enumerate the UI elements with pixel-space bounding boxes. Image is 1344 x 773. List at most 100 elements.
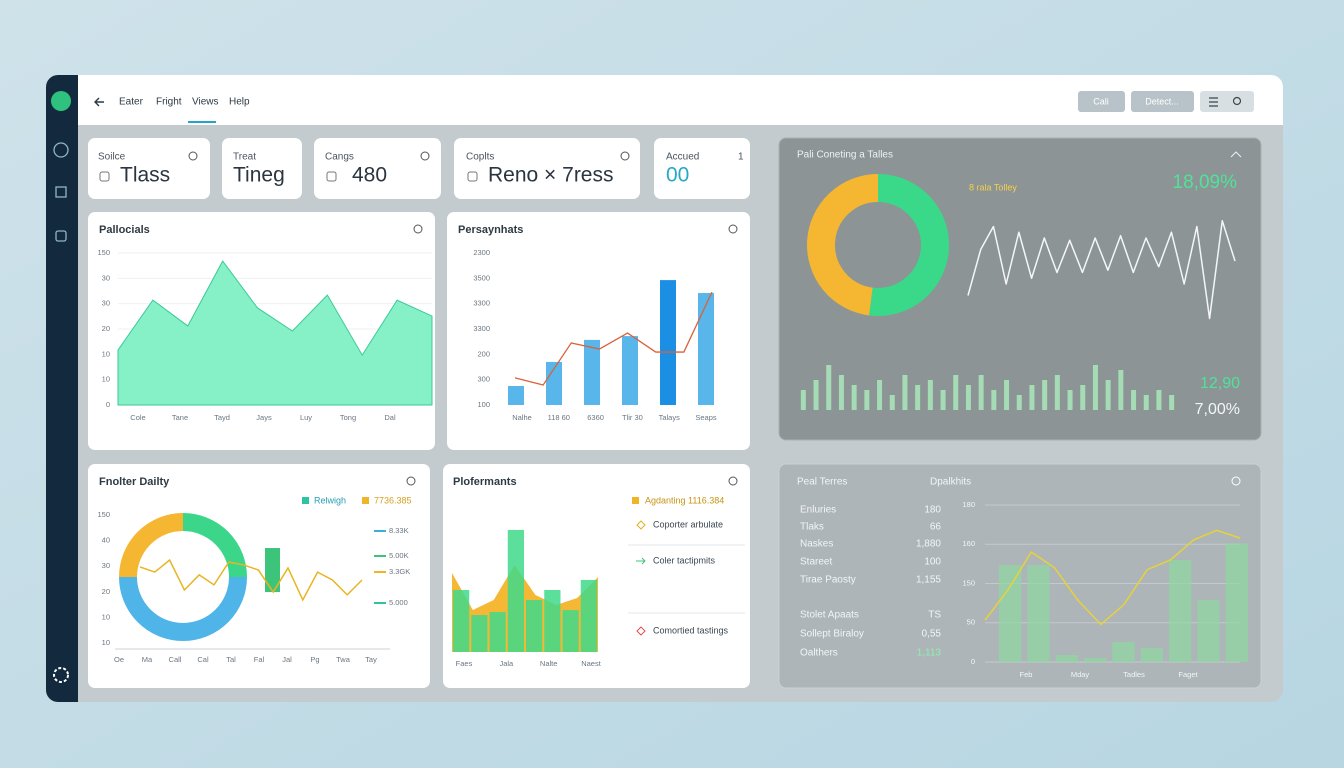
bar xyxy=(877,380,883,410)
legend-swatch xyxy=(362,497,369,504)
panel-title: Pali Coneting a Talles xyxy=(797,150,893,161)
row-value: 66 xyxy=(930,522,942,533)
bar xyxy=(1067,390,1073,410)
bar xyxy=(660,280,676,405)
back-icon[interactable] xyxy=(94,97,104,107)
x-tick-label: Nalte xyxy=(540,659,558,668)
y-tick-label: 30 xyxy=(102,299,110,308)
bar xyxy=(1027,565,1050,662)
bar xyxy=(927,380,933,410)
row-label: Tlaks xyxy=(800,522,824,533)
y-tick-label: 10 xyxy=(102,638,110,647)
logo[interactable] xyxy=(51,91,71,111)
bar xyxy=(965,385,971,410)
legend-swatch xyxy=(302,497,309,504)
x-tick-label: Feb xyxy=(1020,670,1033,679)
big-value: 18,09% xyxy=(1173,172,1238,193)
y-tick-label: 20 xyxy=(102,587,110,596)
stat-icon xyxy=(326,171,337,182)
line xyxy=(967,220,1236,320)
bar xyxy=(489,612,506,652)
legend-swatch xyxy=(632,497,639,504)
info-icon[interactable] xyxy=(620,151,630,161)
row-label: Tirae Paosty xyxy=(800,575,856,586)
bar xyxy=(1197,600,1220,662)
stat-label: Treat xyxy=(233,152,256,163)
nav-item[interactable]: Eater xyxy=(119,97,144,108)
stat-card xyxy=(222,138,302,199)
collapse-icon[interactable] xyxy=(1230,151,1242,158)
row-label: Stareet xyxy=(800,557,832,568)
x-tick-label: Tayd xyxy=(214,413,230,422)
bar xyxy=(562,610,579,652)
bar xyxy=(1004,380,1010,410)
row-value: 0,55 xyxy=(922,629,942,640)
nav-item[interactable]: Help xyxy=(229,97,250,108)
side-icon[interactable] xyxy=(55,186,67,198)
button[interactable] xyxy=(1078,91,1125,112)
nav-item[interactable]: Views xyxy=(192,97,219,108)
panel-title: Persaynhats xyxy=(458,224,523,236)
y-tick-label: 180 xyxy=(962,500,975,509)
row-value: 1,155 xyxy=(916,575,941,586)
stat-icon xyxy=(467,171,478,182)
x-tick-label: Twa xyxy=(336,655,351,664)
bar xyxy=(1042,380,1048,410)
side-icon[interactable] xyxy=(53,142,69,158)
y-tick-label: 30 xyxy=(102,561,110,570)
item-icon xyxy=(636,626,646,636)
bar xyxy=(698,293,714,405)
row-label: Oalthers xyxy=(800,648,838,659)
info-icon[interactable] xyxy=(188,151,198,161)
bar xyxy=(953,375,959,410)
item-icon xyxy=(636,520,646,530)
bar xyxy=(1055,655,1078,662)
donut-segment xyxy=(119,513,184,578)
search-icon[interactable] xyxy=(1232,96,1242,106)
bar xyxy=(1084,657,1107,662)
y-tick-label: 10 xyxy=(102,375,110,384)
y-tick-label: 30 xyxy=(102,273,110,282)
y-tick-label: 200 xyxy=(477,349,490,358)
info-icon[interactable] xyxy=(420,151,430,161)
x-tick-label: Jala xyxy=(499,659,514,668)
row-value: 180 xyxy=(924,505,941,516)
stat-badge: 1 xyxy=(738,152,744,163)
bar xyxy=(584,339,600,405)
side-icon[interactable] xyxy=(55,230,67,242)
refresh-icon[interactable] xyxy=(728,476,738,486)
settings-icon[interactable] xyxy=(53,667,69,683)
stat-card xyxy=(454,138,640,199)
y-tick-label: 3500 xyxy=(473,273,490,282)
bar xyxy=(1112,641,1135,662)
x-tick-label: Oe xyxy=(114,655,124,664)
refresh-icon[interactable] xyxy=(728,224,738,234)
menu-icon[interactable] xyxy=(1209,97,1218,107)
button-group[interactable] xyxy=(1200,91,1254,112)
row-label: Stolet Apaats xyxy=(800,610,859,621)
y-tick-label: 150 xyxy=(962,578,975,587)
area xyxy=(117,260,433,406)
x-tick-label: Mday xyxy=(1071,670,1090,679)
refresh-icon[interactable] xyxy=(1231,476,1241,486)
refresh-icon[interactable] xyxy=(413,224,423,234)
y-tick-label: 150 xyxy=(97,510,110,519)
x-tick-label: Tlir 30 xyxy=(622,413,643,422)
x-tick-label: Tane xyxy=(172,413,188,422)
donut-segment xyxy=(182,513,247,578)
bar xyxy=(1029,385,1035,410)
bar xyxy=(1169,559,1192,662)
bar xyxy=(1105,380,1111,410)
legend-label: 7736.385 xyxy=(374,495,412,505)
refresh-icon[interactable] xyxy=(406,476,416,486)
bar xyxy=(580,579,597,652)
button[interactable] xyxy=(1131,91,1194,112)
y-tick-label: 100 xyxy=(477,400,490,409)
stat-icon xyxy=(99,171,110,182)
bar xyxy=(1080,385,1086,410)
nav-item[interactable]: Fright xyxy=(156,97,182,108)
x-tick-label: Tal xyxy=(226,655,236,664)
donut-segment xyxy=(119,576,247,641)
row-label: Sollept Biraloy xyxy=(800,629,864,640)
